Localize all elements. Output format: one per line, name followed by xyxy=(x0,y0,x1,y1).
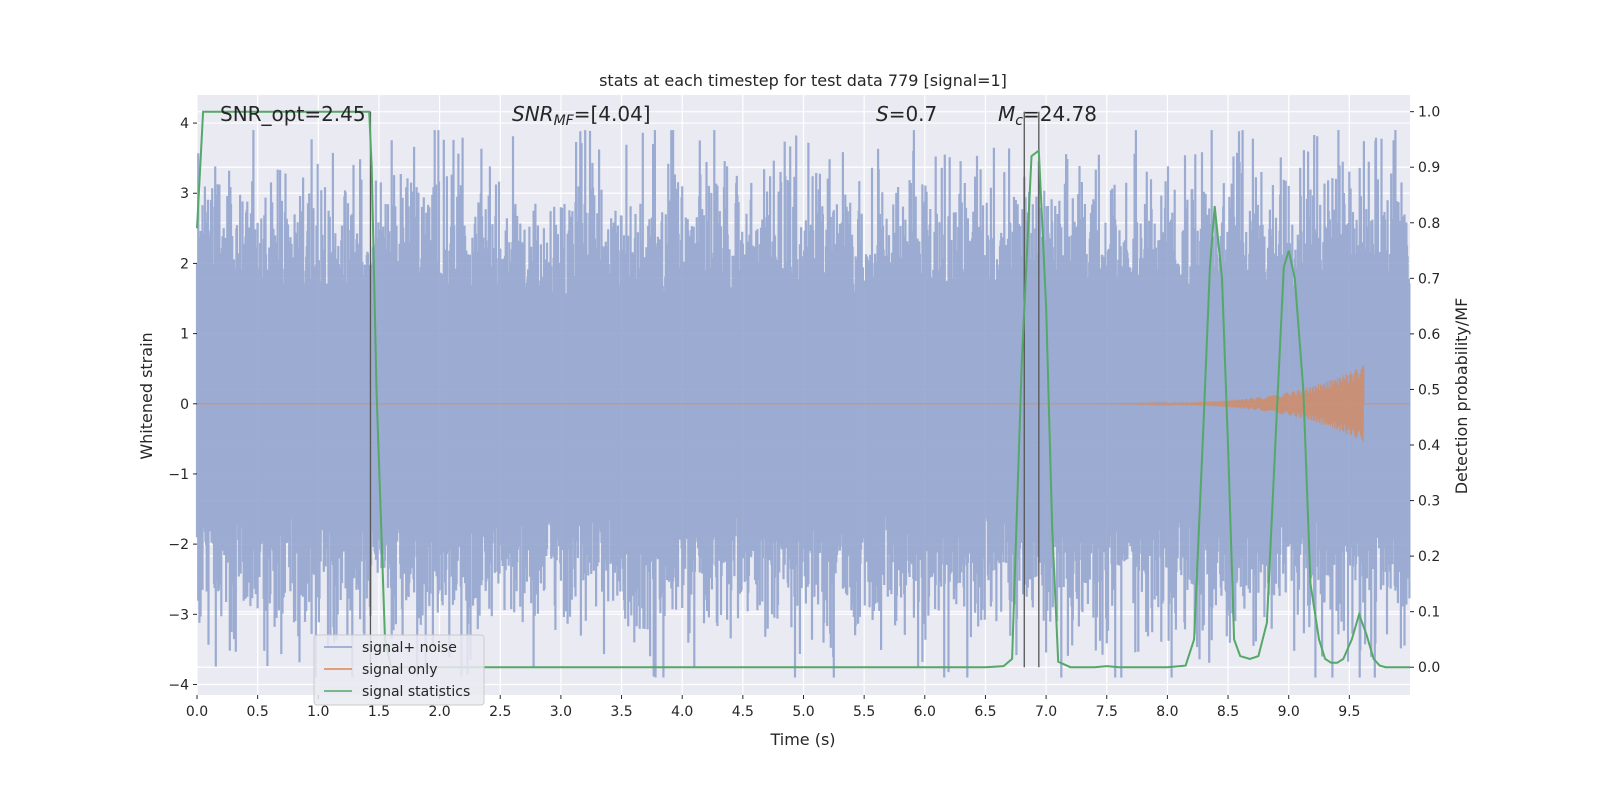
x-tick-label: 7.5 xyxy=(1096,704,1118,720)
s-base: S xyxy=(876,102,889,126)
signal-only-series xyxy=(197,365,1410,442)
mc-base: M xyxy=(998,102,1015,126)
x-tick-label: 1.5 xyxy=(368,704,390,720)
x-tick-label: 5.5 xyxy=(853,704,875,720)
x-tick-label: 2.0 xyxy=(428,704,450,720)
x-tick-label: 4.5 xyxy=(732,704,754,720)
y-right-tick-label: 0.2 xyxy=(1418,549,1440,565)
x-tick-label: 3.5 xyxy=(610,704,632,720)
x-tick-label: 7.0 xyxy=(1035,704,1057,720)
y-right-tick-label: 0.6 xyxy=(1418,327,1440,343)
y-right-tick-label: 0.8 xyxy=(1418,216,1440,232)
y-right-tick-label: 0.3 xyxy=(1418,494,1440,510)
annotation-s: S=0.7 xyxy=(876,102,937,126)
snr-mf-value: =[4.04] xyxy=(574,102,651,126)
signal-only-line xyxy=(197,365,1410,442)
y-axis-label-right: Detection probability/MF xyxy=(1452,298,1471,495)
y-left-tick-label: −3 xyxy=(168,607,189,623)
y-left-tick-label: 1 xyxy=(180,327,189,343)
y-left-tick-label: 2 xyxy=(180,256,189,272)
signal-noise-line xyxy=(195,130,1411,678)
x-tick-label: 6.5 xyxy=(974,704,996,720)
legend-label-signal-statistics: signal statistics xyxy=(362,684,470,700)
y-right-tick-label: 0.4 xyxy=(1418,438,1440,454)
x-tick-label: 8.5 xyxy=(1217,704,1239,720)
signal-plus-noise-series xyxy=(195,130,1411,678)
x-axis-label: Time (s) xyxy=(769,730,835,749)
x-tick-label: 4.0 xyxy=(671,704,693,720)
snr-mf-base: SNR xyxy=(512,102,554,126)
x-tick-label: 3.0 xyxy=(550,704,572,720)
snr-mf-sub: MF xyxy=(554,113,575,129)
y-right-tick-label: 0.1 xyxy=(1418,605,1440,621)
y-left-tick-label: −1 xyxy=(168,467,189,483)
y-right-tick-label: 0.0 xyxy=(1418,660,1440,676)
x-tick-label: 6.0 xyxy=(914,704,936,720)
x-tick-label: 2.5 xyxy=(489,704,511,720)
legend-label-signal-only: signal only xyxy=(362,662,437,678)
x-tick-label: 9.0 xyxy=(1278,704,1300,720)
annotation-snr-mf: SNRMF=[4.04] xyxy=(512,102,651,129)
annotation-snr-opt: SNR_opt=2.45 xyxy=(220,102,366,126)
annotation-mc: Mc=24.78 xyxy=(998,102,1097,129)
y-right-tick-label: 0.9 xyxy=(1418,160,1440,176)
x-tick-label: 1.0 xyxy=(307,704,329,720)
x-tick-label: 0.0 xyxy=(186,704,208,720)
y-left-tick-label: 3 xyxy=(180,186,189,202)
marker-vertical-lines xyxy=(369,111,1040,668)
mc-sub: c xyxy=(1015,113,1023,129)
x-tick-label: 8.0 xyxy=(1156,704,1178,720)
y-right-tick-label: 0.7 xyxy=(1418,271,1440,287)
s-value: =0.7 xyxy=(889,102,938,126)
axis-ticks: 0.0 0.5 1.0 1.5 2.0 2.5 3.0 3.5 4.0 4.5 5.0 5.5 6.0 6… xyxy=(168,105,1440,720)
x-tick-label: 0.5 xyxy=(247,704,269,720)
x-tick-label: 5.0 xyxy=(792,704,814,720)
legend-box xyxy=(313,634,485,706)
y-axis-label-left: Whitened strain xyxy=(137,332,156,459)
y-left-tick-label: 0 xyxy=(180,397,189,413)
y-right-tick-label: 1.0 xyxy=(1418,105,1440,121)
y-left-tick-label: 4 xyxy=(180,116,189,132)
y-left-tick-label: −2 xyxy=(168,537,189,553)
x-tick-label: 9.5 xyxy=(1338,704,1360,720)
chart-title: stats at each timestep for test data 779… xyxy=(599,71,1007,90)
y-right-tick-label: 0.5 xyxy=(1418,382,1440,398)
legend: signal+ noise signal only signal statist… xyxy=(313,634,485,706)
mc-value: =24.78 xyxy=(1023,102,1097,126)
legend-label-signal-noise: signal+ noise xyxy=(362,640,457,656)
y-left-tick-label: −4 xyxy=(168,677,189,693)
